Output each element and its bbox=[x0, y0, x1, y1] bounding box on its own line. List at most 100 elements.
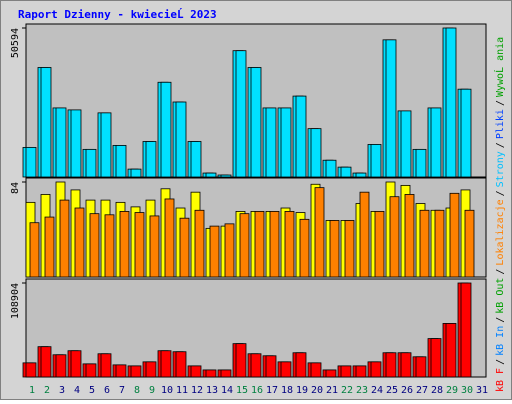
bar bbox=[89, 213, 100, 278]
x-tick-label: 30 bbox=[461, 385, 473, 396]
bar bbox=[445, 27, 457, 178]
bar bbox=[370, 361, 382, 378]
bar bbox=[55, 107, 67, 178]
bar bbox=[104, 214, 115, 278]
bar bbox=[329, 220, 340, 278]
bar bbox=[419, 209, 430, 278]
x-tick-label: 5 bbox=[89, 385, 95, 396]
x-tick-label: 22 bbox=[341, 385, 353, 396]
bar bbox=[74, 207, 85, 278]
bar bbox=[235, 50, 247, 178]
x-tick-label: 15 bbox=[236, 385, 248, 396]
legend: kB F / kB In / kB Out / Lokalizacje / Strony / Pli… bbox=[493, 37, 506, 392]
legend-entry: / bbox=[495, 317, 506, 323]
bar bbox=[130, 365, 142, 378]
bar bbox=[310, 128, 322, 178]
bar bbox=[205, 369, 217, 378]
bar bbox=[134, 212, 145, 278]
bar bbox=[355, 365, 367, 378]
bar bbox=[224, 223, 235, 278]
bar bbox=[100, 112, 112, 178]
legend-entry: Pliki bbox=[495, 109, 506, 139]
bar bbox=[400, 110, 412, 178]
legend-entry: WywoĹ ania bbox=[493, 37, 506, 97]
bar bbox=[59, 199, 70, 278]
x-tick-label: 6 bbox=[104, 385, 110, 396]
x-tick-label: 4 bbox=[74, 385, 80, 396]
bar bbox=[265, 107, 277, 178]
y-tick-label: 108904 bbox=[10, 283, 21, 319]
bar bbox=[389, 196, 400, 278]
x-tick-label: 19 bbox=[296, 385, 308, 396]
legend-entry: / bbox=[495, 142, 506, 148]
bar bbox=[370, 144, 382, 178]
bar bbox=[209, 225, 220, 278]
x-tick-label: 13 bbox=[206, 385, 218, 396]
bar bbox=[295, 352, 307, 378]
x-tick-label: 11 bbox=[176, 385, 188, 396]
bar bbox=[284, 211, 295, 278]
bar bbox=[460, 88, 472, 178]
x-tick-label: 21 bbox=[326, 385, 338, 396]
bar bbox=[145, 141, 157, 178]
bar bbox=[400, 352, 412, 378]
x-tick-label: 29 bbox=[446, 385, 458, 396]
bar bbox=[190, 141, 202, 178]
x-tick-label: 28 bbox=[431, 385, 443, 396]
x-tick-label: 2 bbox=[44, 385, 50, 396]
x-tick-label: 12 bbox=[191, 385, 203, 396]
bar bbox=[25, 362, 37, 378]
bar bbox=[415, 148, 427, 178]
x-tick-label: 7 bbox=[119, 385, 125, 396]
x-tick-label: 17 bbox=[266, 385, 278, 396]
bar bbox=[250, 67, 262, 178]
bar bbox=[430, 107, 442, 178]
bar bbox=[40, 67, 52, 178]
x-tick-label: 23 bbox=[356, 385, 368, 396]
legend-entry: Lokalizacje bbox=[495, 199, 506, 265]
bar bbox=[265, 355, 277, 378]
bar bbox=[115, 364, 127, 378]
legend-entry: kB F bbox=[495, 368, 506, 392]
bar bbox=[70, 350, 82, 378]
x-tick-label: 14 bbox=[221, 385, 233, 396]
bar bbox=[355, 172, 367, 178]
legend-entry: kB In bbox=[495, 326, 506, 356]
bar bbox=[85, 363, 97, 378]
bar bbox=[194, 209, 205, 278]
bar bbox=[130, 168, 142, 178]
bar bbox=[325, 159, 337, 178]
bar bbox=[85, 148, 97, 178]
bar bbox=[344, 220, 355, 278]
bar bbox=[374, 211, 385, 278]
bar bbox=[254, 211, 265, 278]
bar bbox=[359, 191, 370, 278]
bar bbox=[340, 166, 352, 178]
bar bbox=[175, 101, 187, 178]
bar bbox=[29, 222, 40, 278]
bar bbox=[40, 346, 52, 378]
legend-entry: / bbox=[495, 359, 506, 365]
bar bbox=[310, 362, 322, 378]
bar bbox=[239, 213, 250, 278]
bar bbox=[115, 145, 127, 178]
bar bbox=[295, 95, 307, 178]
x-tick-label: 31 bbox=[476, 385, 488, 396]
x-tick-label: 27 bbox=[416, 385, 428, 396]
x-tick-label: 3 bbox=[59, 385, 65, 396]
bar bbox=[145, 361, 157, 378]
bar bbox=[175, 351, 187, 378]
bar bbox=[434, 209, 445, 278]
x-tick-label: 26 bbox=[401, 385, 413, 396]
bar bbox=[269, 211, 280, 278]
bar bbox=[119, 211, 130, 278]
bar bbox=[164, 198, 175, 278]
x-tick-label: 10 bbox=[161, 385, 173, 396]
bar bbox=[340, 365, 352, 378]
bar bbox=[160, 350, 172, 378]
bar bbox=[44, 216, 55, 278]
legend-entry: / bbox=[495, 190, 506, 196]
x-tick-label: 9 bbox=[149, 385, 155, 396]
bar bbox=[160, 81, 172, 178]
